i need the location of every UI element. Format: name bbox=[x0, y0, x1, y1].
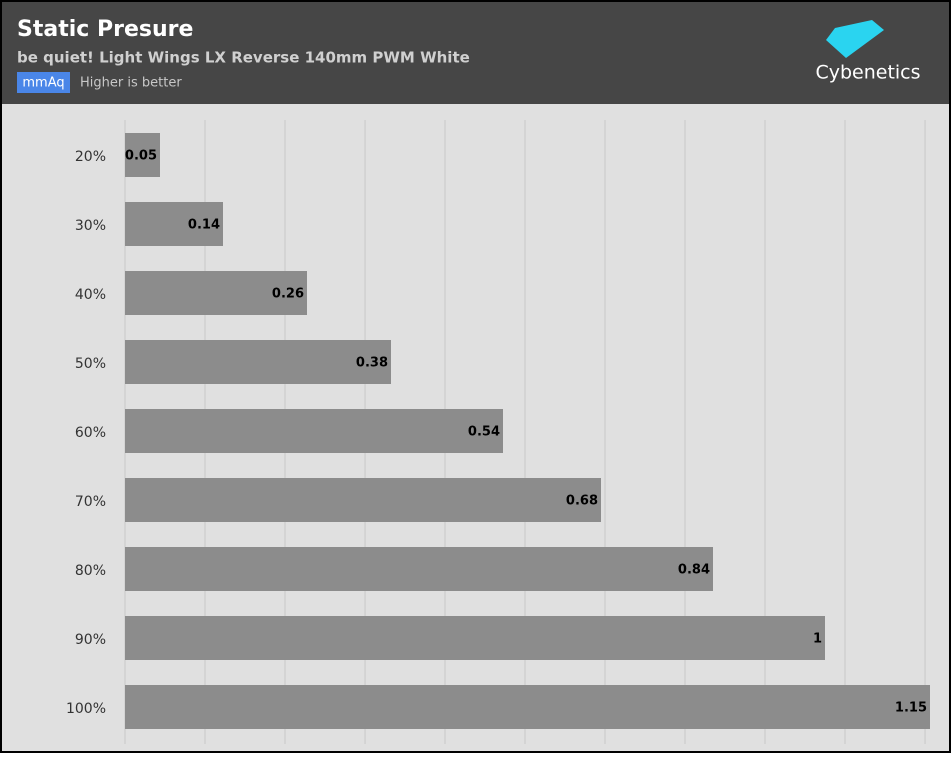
y-tick-label: 30% bbox=[75, 218, 106, 234]
value-label: 1 bbox=[813, 632, 822, 647]
y-tick-label: 70% bbox=[75, 494, 106, 510]
value-label: 0.05 bbox=[125, 149, 157, 164]
header bbox=[0, 0, 951, 104]
value-label: 0.84 bbox=[678, 563, 710, 578]
unit-badge bbox=[17, 72, 70, 93]
bar bbox=[125, 409, 503, 453]
y-tick-label: 50% bbox=[75, 356, 106, 372]
bar bbox=[125, 202, 223, 246]
value-label: 0.14 bbox=[188, 218, 220, 233]
chart-title: Static Presure bbox=[17, 17, 193, 42]
bar bbox=[125, 340, 391, 384]
logo-text: Cybenetics bbox=[815, 62, 920, 84]
value-label: 0.26 bbox=[272, 287, 304, 302]
y-tick-label: 60% bbox=[75, 425, 106, 441]
y-tick-label: 90% bbox=[75, 632, 106, 648]
chart-subtitle: be quiet! Light Wings LX Reverse 140mm P… bbox=[17, 49, 470, 67]
bar bbox=[125, 616, 825, 660]
bar bbox=[125, 133, 160, 177]
unit: mmAq bbox=[22, 76, 64, 91]
logo-icon bbox=[826, 20, 884, 58]
y-tick-label: 100% bbox=[66, 701, 106, 717]
bar bbox=[125, 478, 601, 522]
y-tick-label: 40% bbox=[75, 287, 106, 303]
bar bbox=[125, 547, 713, 591]
value-label: 0.68 bbox=[566, 494, 598, 509]
value-label: 0.54 bbox=[468, 425, 500, 440]
note: Higher is better bbox=[80, 76, 182, 91]
value-label: 0.38 bbox=[356, 356, 388, 371]
y-tick-label: 80% bbox=[75, 563, 106, 579]
bar bbox=[125, 271, 307, 315]
y-tick-label: 20% bbox=[75, 149, 106, 165]
value-label: 1.15 bbox=[895, 701, 927, 716]
bar bbox=[125, 685, 930, 729]
